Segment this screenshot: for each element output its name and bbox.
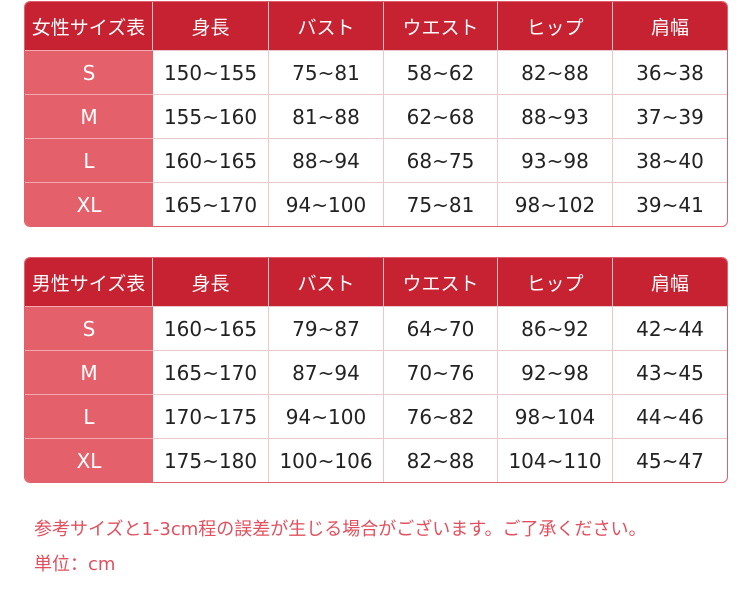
table-cell: 94~100 — [269, 182, 384, 226]
column-header: 肩幅 — [613, 258, 727, 306]
size-label: M — [25, 94, 153, 138]
table-cell: 165~170 — [153, 350, 269, 394]
table-cell: 165~170 — [153, 182, 269, 226]
header-row: 男性サイズ表 身長 バスト ウエスト ヒップ 肩幅 — [25, 258, 727, 306]
table-cell: 64~70 — [384, 306, 498, 350]
table-row: XL 165~170 94~100 75~81 98~102 39~41 — [25, 182, 727, 226]
men-size-table: 男性サイズ表 身長 バスト ウエスト ヒップ 肩幅 S 160~165 79~87 64~70 8… — [24, 257, 728, 483]
table-cell: 38~40 — [613, 138, 727, 182]
table-cell: 76~82 — [384, 394, 498, 438]
table-row: S 150~155 75~81 58~62 82~88 36~38 — [25, 50, 727, 94]
column-header: ウエスト — [384, 258, 498, 306]
size-label: S — [25, 50, 153, 94]
column-header: 身長 — [153, 258, 269, 306]
table-row: M 155~160 81~88 62~68 88~93 37~39 — [25, 94, 727, 138]
table-cell: 62~68 — [384, 94, 498, 138]
column-header: ウエスト — [384, 2, 498, 50]
column-header: ヒップ — [498, 2, 613, 50]
table-row: S 160~165 79~87 64~70 86~92 42~44 — [25, 306, 727, 350]
table-cell: 86~92 — [498, 306, 613, 350]
table-cell: 150~155 — [153, 50, 269, 94]
table-cell: 160~165 — [153, 306, 269, 350]
table-cell: 42~44 — [613, 306, 727, 350]
table-cell: 36~38 — [613, 50, 727, 94]
column-header: 身長 — [153, 2, 269, 50]
size-label: XL — [25, 182, 153, 226]
table-cell: 79~87 — [269, 306, 384, 350]
table-cell: 39~41 — [613, 182, 727, 226]
column-header: ヒップ — [498, 258, 613, 306]
table-cell: 155~160 — [153, 94, 269, 138]
table-cell: 82~88 — [384, 438, 498, 482]
table-cell: 37~39 — [613, 94, 727, 138]
table-cell: 58~62 — [384, 50, 498, 94]
header-row: 女性サイズ表 身長 バスト ウエスト ヒップ 肩幅 — [25, 2, 727, 50]
table-cell: 104~110 — [498, 438, 613, 482]
table-title: 男性サイズ表 — [25, 258, 153, 306]
table-cell: 68~75 — [384, 138, 498, 182]
table-cell: 170~175 — [153, 394, 269, 438]
table-cell: 94~100 — [269, 394, 384, 438]
table-cell: 87~94 — [269, 350, 384, 394]
table-cell: 175~180 — [153, 438, 269, 482]
table-cell: 81~88 — [269, 94, 384, 138]
table-cell: 88~93 — [498, 94, 613, 138]
table-cell: 160~165 — [153, 138, 269, 182]
table-cell: 75~81 — [384, 182, 498, 226]
table-row: L 160~165 88~94 68~75 93~98 38~40 — [25, 138, 727, 182]
size-label: L — [25, 394, 153, 438]
table-row: L 170~175 94~100 76~82 98~104 44~46 — [25, 394, 727, 438]
table-cell: 92~98 — [498, 350, 613, 394]
size-label: M — [25, 350, 153, 394]
size-label: S — [25, 306, 153, 350]
disclaimer-note: 参考サイズと1-3cm程の誤差が生じる場合がございます。ご了承ください。 — [34, 519, 647, 540]
table-cell: 45~47 — [613, 438, 727, 482]
women-size-table: 女性サイズ表 身長 バスト ウエスト ヒップ 肩幅 S 150~155 75~81 58~62 8… — [24, 1, 728, 227]
table-title: 女性サイズ表 — [25, 2, 153, 50]
size-label: L — [25, 138, 153, 182]
table-cell: 75~81 — [269, 50, 384, 94]
table-cell: 43~45 — [613, 350, 727, 394]
column-header: バスト — [269, 258, 384, 306]
column-header: 肩幅 — [613, 2, 727, 50]
table-cell: 100~106 — [269, 438, 384, 482]
table-cell: 70~76 — [384, 350, 498, 394]
table-row: M 165~170 87~94 70~76 92~98 43~45 — [25, 350, 727, 394]
size-label: XL — [25, 438, 153, 482]
table-row: XL 175~180 100~106 82~88 104~110 45~47 — [25, 438, 727, 482]
table-cell: 98~104 — [498, 394, 613, 438]
table-cell: 44~46 — [613, 394, 727, 438]
column-header: バスト — [269, 2, 384, 50]
unit-note: 単位：cm — [34, 554, 116, 575]
table-cell: 82~88 — [498, 50, 613, 94]
table-cell: 98~102 — [498, 182, 613, 226]
table-cell: 88~94 — [269, 138, 384, 182]
table-cell: 93~98 — [498, 138, 613, 182]
